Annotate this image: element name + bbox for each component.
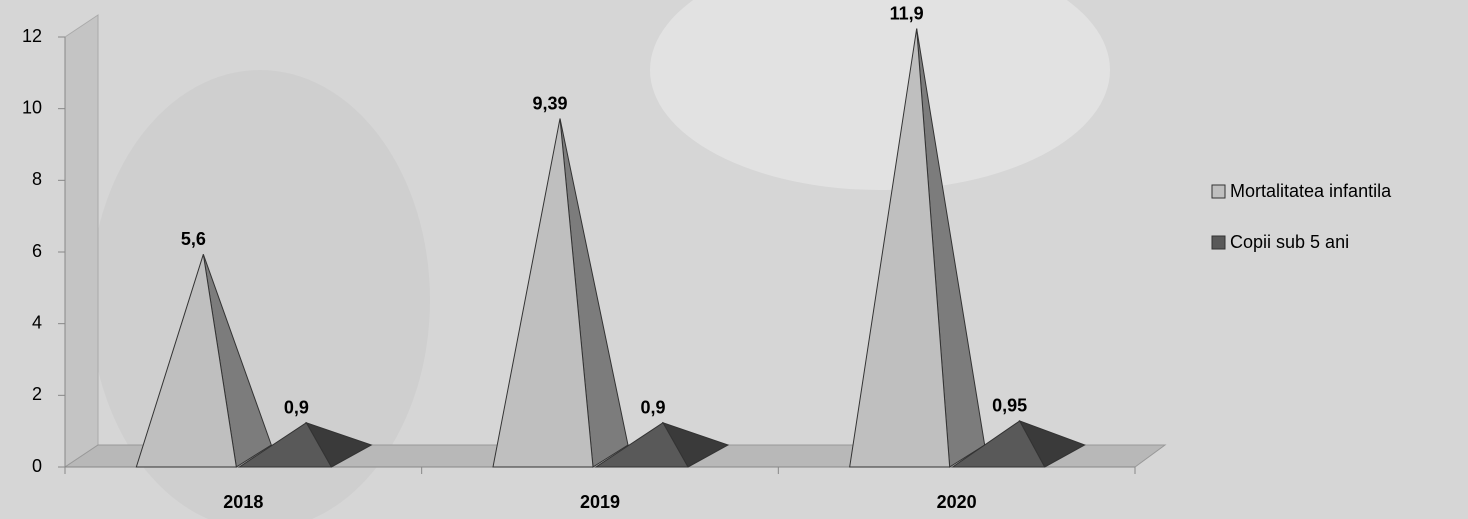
data-label: 5,6 (181, 229, 206, 249)
pyramid (135, 254, 272, 468)
pyramid (951, 420, 1086, 468)
pyramid (594, 421, 730, 468)
back-wall (64, 14, 99, 468)
x-tick-label: 2019 (580, 492, 620, 512)
data-label: 0,9 (640, 398, 665, 418)
background-decoration (650, 0, 1110, 190)
pyramid (492, 118, 629, 468)
data-label: 0,95 (992, 396, 1027, 416)
y-tick-label: 8 (32, 169, 42, 189)
y-tick-label: 10 (22, 97, 42, 117)
pyramid-front (135, 254, 237, 468)
legend-swatch (1211, 235, 1226, 250)
pyramid (849, 28, 986, 468)
pyramid-front (492, 118, 594, 468)
legend-label: Copii sub 5 ani (1230, 232, 1349, 252)
legend-label: Mortalitatea infantila (1230, 181, 1392, 201)
y-tick-label: 12 (22, 26, 42, 46)
data-label: 0,9 (284, 398, 309, 418)
y-tick-label: 2 (32, 384, 42, 404)
legend-swatch (1211, 184, 1226, 199)
data-label: 11,9 (890, 3, 924, 23)
pyramid-front (849, 28, 951, 468)
pyramid (237, 421, 373, 468)
pyramid-front (594, 422, 689, 468)
x-tick-label: 2018 (223, 492, 263, 512)
x-tick-label: 2020 (937, 492, 977, 512)
y-tick-label: 0 (32, 456, 42, 476)
pyramid-front (951, 420, 1046, 468)
data-label: 9,39 (532, 93, 567, 113)
pyramid-front (237, 422, 333, 468)
y-tick-label: 6 (32, 241, 42, 261)
y-tick-label: 4 (32, 312, 42, 332)
